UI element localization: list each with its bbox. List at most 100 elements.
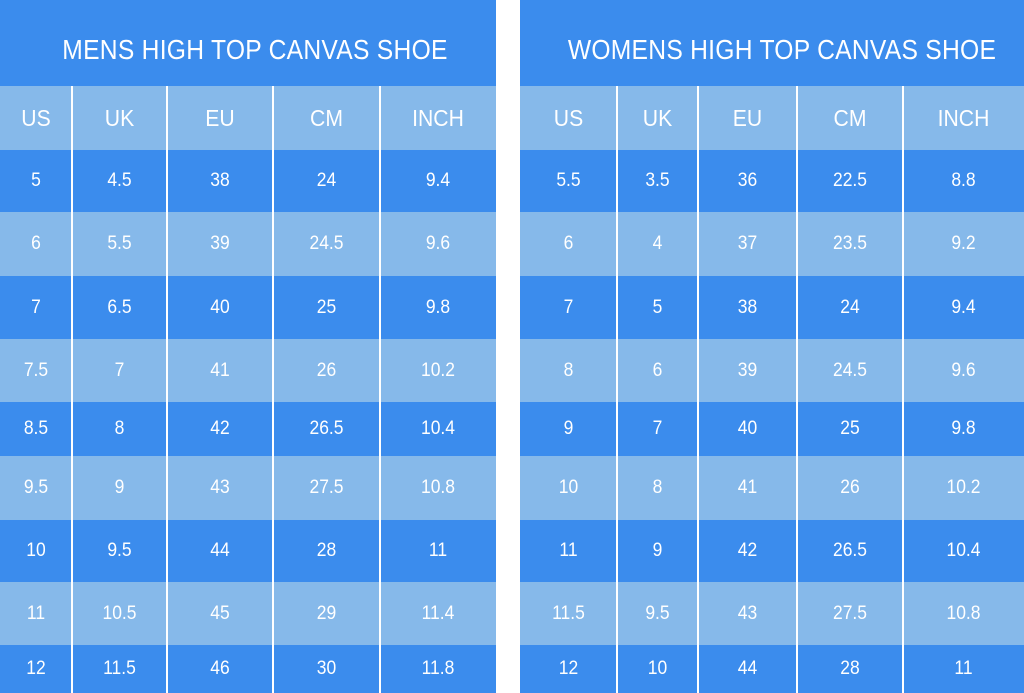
column-divider [616, 86, 618, 693]
table-cell-us: 10 [26, 540, 46, 561]
row-band [0, 520, 496, 582]
table-cell-cm: 24.5 [309, 233, 344, 254]
table-cell-eu: 38 [210, 170, 230, 191]
table-cell-us: 5.5 [556, 170, 581, 191]
table-cell-inch: 11.4 [421, 602, 455, 624]
table-cell-eu: 37 [737, 233, 758, 254]
table-cell-uk: 5 [652, 296, 663, 318]
table-cell-inch: 9.6 [951, 359, 976, 381]
table-cell-eu: 41 [210, 359, 230, 381]
table-cell-inch: 9.8 [951, 418, 976, 439]
table-cell-inch: 9.2 [951, 233, 976, 254]
title-band [0, 0, 496, 86]
column-header-cm: CM [310, 104, 343, 131]
table-cell-inch: 9.4 [951, 296, 976, 318]
table-cell-eu: 43 [737, 602, 758, 624]
column-divider [272, 86, 274, 693]
column-header-uk: UK [642, 104, 673, 131]
row-band [0, 582, 496, 645]
table-cell-us: 11.5 [552, 602, 585, 624]
table-cell-cm: 27.5 [309, 477, 344, 498]
table-cell-uk: 6 [652, 359, 663, 381]
row-band [520, 276, 1024, 339]
table-cell-us: 11 [559, 540, 578, 561]
table-cell-cm: 26 [316, 359, 337, 381]
column-header-inch: INCH [937, 104, 990, 131]
table-cell-uk: 8 [652, 477, 663, 498]
table-cell-eu: 36 [737, 170, 758, 191]
column-divider [697, 86, 699, 693]
table-cell-cm: 28 [840, 658, 860, 679]
table-cell-eu: 42 [210, 418, 230, 439]
header-band [0, 86, 496, 150]
table-cell-eu: 40 [210, 296, 230, 318]
table-cell-cm: 27.5 [832, 602, 868, 624]
row-band [520, 520, 1024, 582]
table-cell-us: 7.5 [23, 359, 49, 381]
table-cell-uk: 10 [647, 658, 668, 679]
row-band [520, 150, 1024, 212]
table-cell-uk: 7 [114, 359, 125, 381]
mens-table-title: MENS HIGH TOP CANVAS SHOE [62, 34, 448, 65]
table-cell-uk: 9.5 [107, 540, 132, 561]
table-cell-eu: 42 [737, 540, 758, 561]
row-band [520, 645, 1024, 693]
table-cell-cm: 28 [316, 540, 337, 561]
table-cell-uk: 8 [114, 418, 125, 439]
row-band [520, 582, 1024, 645]
table-cell-uk: 5.5 [107, 233, 132, 254]
table-cell-uk: 6.5 [107, 296, 132, 318]
table-cell-inch: 9.8 [425, 296, 451, 318]
table-cell-us: 9 [563, 418, 574, 439]
womens-table-title: WOMENS HIGH TOP CANVAS SHOE [567, 34, 997, 65]
table-cell-eu: 38 [737, 296, 758, 318]
table-cell-us: 7 [31, 296, 41, 318]
table-cell-cm: 30 [316, 658, 337, 679]
table-cell-uk: 4 [652, 233, 663, 254]
table-cell-cm: 29 [316, 602, 337, 624]
table-cell-uk: 10.5 [102, 602, 137, 624]
row-band [520, 456, 1024, 520]
table-cell-inch: 10.8 [420, 477, 456, 498]
row-band [0, 339, 496, 402]
table-cell-uk: 3.5 [645, 170, 670, 191]
row-band [0, 276, 496, 339]
table-cell-uk: 9.5 [645, 602, 670, 624]
table-cell-uk: 9 [652, 540, 663, 561]
table-cell-cm: 22.5 [832, 170, 868, 191]
row-band [0, 150, 496, 212]
row-band [0, 402, 496, 456]
row-band [520, 212, 1024, 276]
table-cell-eu: 43 [210, 477, 230, 498]
table-cell-us: 8 [563, 359, 574, 381]
table-cell-inch: 11.8 [421, 658, 455, 679]
table-cell-cm: 26 [840, 477, 860, 498]
table-cell-us: 5 [31, 170, 41, 191]
column-divider [166, 86, 168, 693]
table-cell-inch: 10.4 [946, 540, 981, 561]
row-band [0, 645, 496, 693]
womens-size-table: WOMENS HIGH TOP CANVAS SHOE US UK EU CM INCH… [520, 0, 1024, 693]
table-cell-inch: 9.4 [425, 170, 451, 191]
table-cell-cm: 24.5 [832, 359, 868, 381]
table-cell-us: 6 [31, 233, 41, 254]
table-cell-uk: 11.5 [103, 658, 136, 679]
column-header-cm: CM [833, 104, 867, 131]
column-header-inch: INCH [412, 104, 464, 131]
table-cell-uk: 7 [652, 418, 663, 439]
table-cell-us: 6 [563, 233, 574, 254]
table-cell-cm: 23.5 [832, 233, 868, 254]
column-header-us: US [553, 104, 584, 131]
table-cell-inch: 9.6 [425, 233, 451, 254]
table-cell-inch: 8.8 [951, 170, 976, 191]
column-header-eu: EU [732, 104, 763, 131]
table-cell-eu: 41 [737, 477, 758, 498]
table-cell-eu: 46 [210, 658, 230, 679]
table-cell-us: 7 [563, 296, 574, 318]
table-cell-eu: 39 [210, 233, 230, 254]
table-cell-cm: 24 [316, 170, 337, 191]
table-cell-inch: 11 [954, 658, 973, 679]
column-header-eu: EU [205, 104, 235, 131]
table-cell-eu: 40 [737, 418, 758, 439]
